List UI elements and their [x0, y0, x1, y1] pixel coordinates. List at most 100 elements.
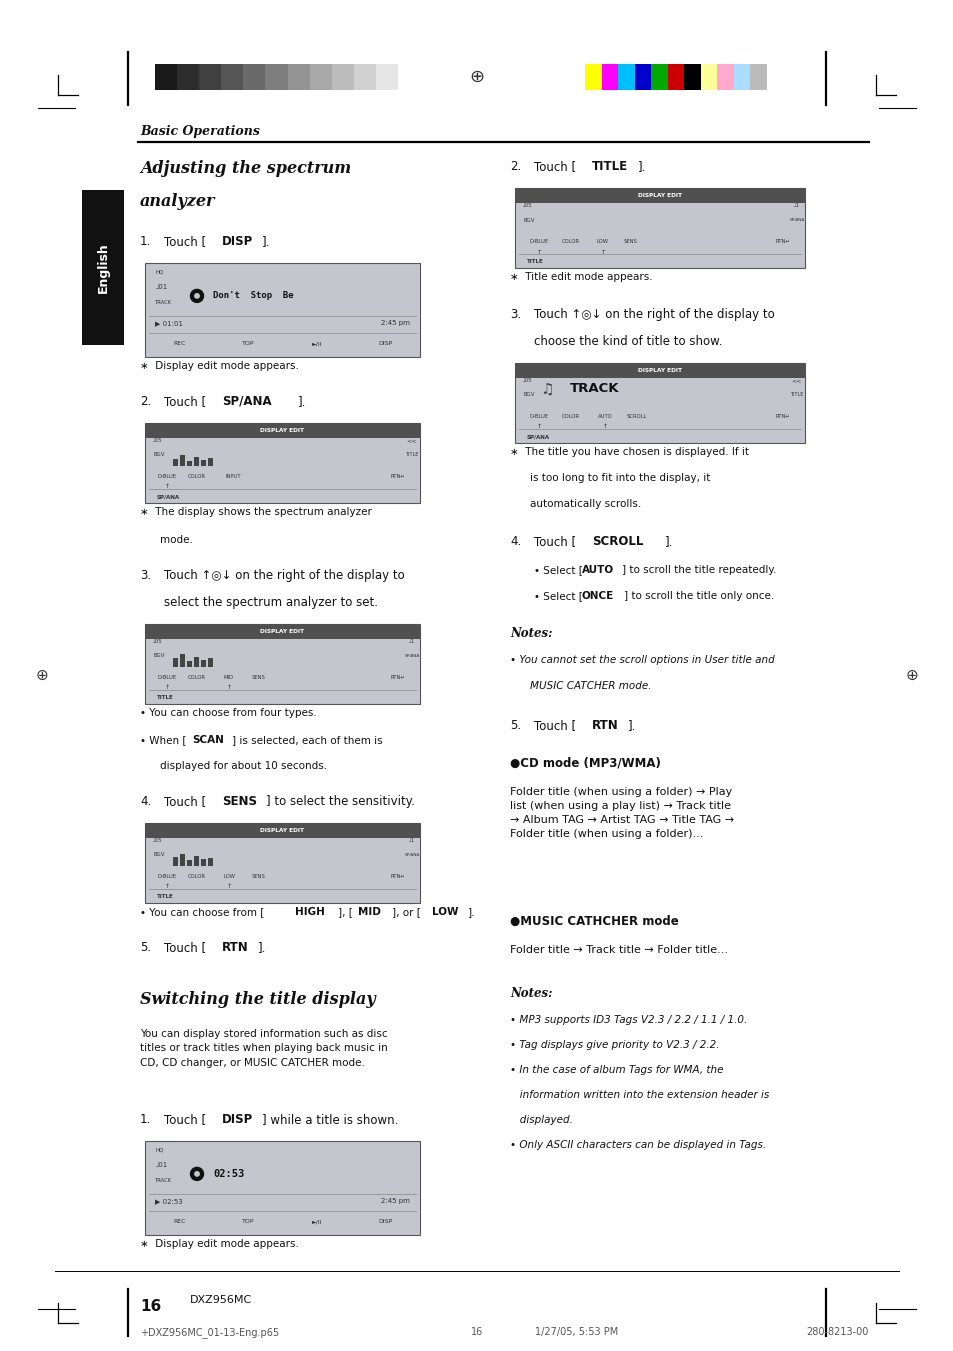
Text: RTN↵: RTN↵	[775, 415, 789, 419]
Text: 3.: 3.	[140, 569, 151, 582]
Text: DISPLAY EDIT: DISPLAY EDIT	[638, 193, 681, 197]
Text: Touch [: Touch [	[534, 535, 576, 549]
Text: D-BLUE: D-BLUE	[529, 239, 548, 245]
Text: TRACK: TRACK	[154, 300, 172, 305]
Text: Touch [: Touch [	[164, 794, 206, 808]
Bar	[145, 624, 419, 639]
Text: ♩05: ♩05	[152, 838, 162, 843]
Bar	[193, 657, 199, 667]
Text: ] to scroll the title only once.: ] to scroll the title only once.	[623, 590, 774, 601]
Text: SENS: SENS	[623, 239, 638, 245]
Bar	[515, 363, 804, 378]
Text: TITLE: TITLE	[592, 159, 627, 173]
Text: displayed for about 10 seconds.: displayed for about 10 seconds.	[160, 761, 327, 771]
Text: ↑: ↑	[226, 885, 232, 889]
Text: ].: ].	[638, 159, 646, 173]
Text: SENS: SENS	[252, 676, 266, 680]
Text: 3.: 3.	[510, 308, 520, 322]
Text: ] is selected, each of them is: ] is selected, each of them is	[232, 735, 382, 744]
Text: • You cannot set the scroll options in User title and: • You cannot set the scroll options in U…	[510, 655, 774, 665]
Text: analyzer: analyzer	[140, 193, 215, 209]
Bar	[187, 861, 192, 866]
Text: INPUT: INPUT	[225, 474, 240, 480]
Text: is too long to fit into the display, it: is too long to fit into the display, it	[530, 473, 710, 484]
Text: Notes:: Notes:	[510, 988, 552, 1000]
Text: RTN↵: RTN↵	[775, 239, 789, 245]
Text: • Select [: • Select [	[534, 565, 582, 576]
Text: ].: ].	[664, 535, 673, 549]
Text: ●CD mode (MP3/WMA): ●CD mode (MP3/WMA)	[510, 757, 660, 770]
Text: LOW: LOW	[432, 907, 458, 917]
Bar	[201, 859, 206, 866]
Text: ].: ].	[257, 942, 266, 954]
Text: AUTO: AUTO	[581, 565, 614, 576]
Text: TRACK: TRACK	[569, 382, 618, 394]
Text: ] to select the sensitivity.: ] to select the sensitivity.	[266, 794, 415, 808]
Text: TITLE: TITLE	[526, 259, 543, 263]
Bar	[375, 63, 397, 91]
Text: ⊕: ⊕	[35, 667, 49, 684]
Text: COLOR: COLOR	[188, 676, 206, 680]
Text: DISPLAY EDIT: DISPLAY EDIT	[638, 367, 681, 373]
Bar	[199, 63, 221, 91]
Text: ∗  Display edit mode appears.: ∗ Display edit mode appears.	[140, 361, 298, 372]
Text: BGV: BGV	[522, 393, 534, 397]
Text: ] while a title is shown.: ] while a title is shown.	[262, 1113, 398, 1125]
Bar	[601, 63, 618, 91]
Text: Touch ↑◎↓ on the right of the display to: Touch ↑◎↓ on the right of the display to	[534, 308, 774, 322]
Text: COLOR: COLOR	[188, 874, 206, 880]
Text: • MP3 supports ID3 Tags V2.3 / 2.2 / 1.1 / 1.0.: • MP3 supports ID3 Tags V2.3 / 2.2 / 1.1…	[510, 1015, 746, 1025]
Text: 1.: 1.	[140, 235, 152, 249]
Bar	[515, 188, 804, 203]
Text: information written into the extension header is: information written into the extension h…	[510, 1090, 768, 1100]
Text: BGV: BGV	[152, 453, 164, 458]
Text: • You can choose from [: • You can choose from [	[140, 907, 264, 917]
Text: RTN: RTN	[592, 719, 618, 732]
Text: 1/27/05, 5:53 PM: 1/27/05, 5:53 PM	[535, 1327, 618, 1337]
Text: ⊕: ⊕	[904, 667, 918, 684]
Bar	[187, 661, 192, 667]
Text: RTN↵: RTN↵	[390, 676, 405, 680]
Text: 5.: 5.	[510, 719, 520, 732]
Bar	[145, 624, 419, 704]
Text: Touch ↑◎↓ on the right of the display to: Touch ↑◎↓ on the right of the display to	[164, 569, 404, 582]
Text: HQ: HQ	[154, 270, 163, 276]
Text: ].: ].	[468, 907, 475, 917]
Text: SCROLL: SCROLL	[626, 415, 646, 419]
Text: TITLE: TITLE	[405, 453, 418, 458]
Bar	[208, 458, 213, 466]
Bar	[717, 63, 733, 91]
Text: • Select [: • Select [	[534, 590, 582, 601]
Text: SP/ANA: SP/ANA	[222, 394, 272, 408]
Text: ∗  Title edit mode appears.: ∗ Title edit mode appears.	[510, 272, 652, 282]
Text: 2.: 2.	[510, 159, 520, 173]
Bar	[145, 823, 419, 902]
Text: SENS: SENS	[252, 874, 266, 880]
Bar	[145, 423, 419, 438]
Text: TOP: TOP	[242, 342, 254, 346]
Bar	[287, 63, 310, 91]
Text: REC: REC	[172, 342, 186, 346]
Text: ↑: ↑	[164, 685, 170, 690]
Bar	[634, 63, 651, 91]
Text: ►/II: ►/II	[312, 1220, 322, 1224]
Text: TITLE: TITLE	[157, 696, 173, 700]
Text: REC: REC	[172, 1220, 186, 1224]
Text: ▶ 02:53: ▶ 02:53	[154, 1198, 183, 1204]
Text: ∗  The display shows the spectrum analyzer: ∗ The display shows the spectrum analyze…	[140, 507, 372, 517]
Text: ↑: ↑	[226, 685, 232, 690]
Text: DISP: DISP	[222, 1113, 253, 1125]
Text: D-BLUE: D-BLUE	[157, 474, 176, 480]
Text: • In the case of album Tags for WMA, the: • In the case of album Tags for WMA, the	[510, 1065, 722, 1075]
Text: ♩01: ♩01	[154, 285, 167, 290]
Text: ], or [: ], or [	[392, 907, 420, 917]
Text: <<: <<	[791, 378, 801, 384]
Text: displayed.: displayed.	[510, 1115, 572, 1125]
Text: Don't  Stop  Be: Don't Stop Be	[213, 292, 294, 300]
Text: ∗  Display edit mode appears.: ∗ Display edit mode appears.	[140, 1239, 298, 1250]
Bar	[180, 654, 185, 667]
Text: ⊕: ⊕	[469, 68, 484, 86]
Text: Folder title (when using a folder) → Play
list (when using a play list) → Track : Folder title (when using a folder) → Pla…	[510, 788, 734, 839]
Bar	[584, 63, 601, 91]
Text: Touch [: Touch [	[534, 719, 576, 732]
